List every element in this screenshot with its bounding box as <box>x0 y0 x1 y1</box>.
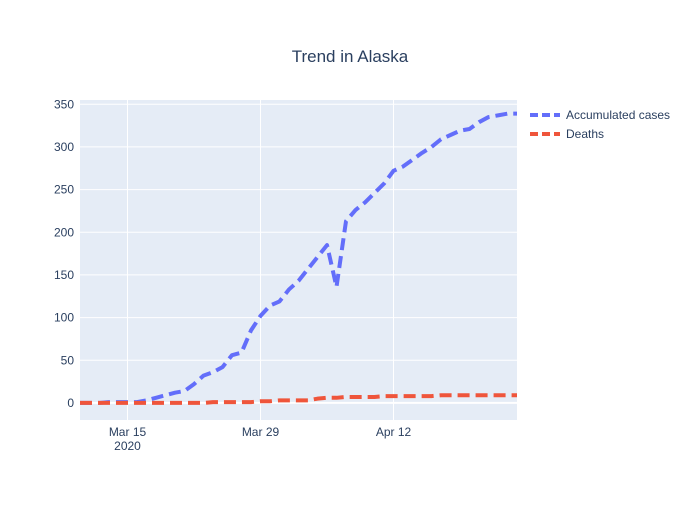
x-tick-year-label: 2020 <box>114 439 141 453</box>
y-tick-label: 250 <box>54 183 74 197</box>
y-tick-label: 300 <box>54 140 74 154</box>
x-tick-label: Mar 15 <box>109 425 147 439</box>
legend[interactable]: Accumulated cases Deaths <box>530 108 670 141</box>
chart-title: Trend in Alaska <box>292 47 409 66</box>
legend-label: Deaths <box>566 127 604 141</box>
x-tick-label: Apr 12 <box>376 425 412 439</box>
legend-item-deaths[interactable]: Deaths <box>530 127 604 141</box>
series-layer <box>80 111 517 405</box>
y-tick-label: 100 <box>54 311 74 325</box>
x-gridlines <box>127 100 394 420</box>
y-tick-label: 0 <box>67 396 74 410</box>
y-tick-label: 200 <box>54 225 74 239</box>
y-axis-tick-labels: 0 50 100 150 200 250 300 350 <box>54 97 74 410</box>
legend-item-accumulated-cases[interactable]: Accumulated cases <box>530 108 670 122</box>
y-tick-label: 150 <box>54 268 74 282</box>
x-tick-label: Mar 29 <box>242 425 280 439</box>
legend-label: Accumulated cases <box>566 108 670 122</box>
series-line-accumulated-cases[interactable] <box>80 111 517 405</box>
y-tick-label: 50 <box>61 353 75 367</box>
y-gridlines <box>80 103 517 404</box>
series-line-deaths[interactable] <box>80 393 517 405</box>
plot-area <box>80 100 517 420</box>
y-tick-label: 350 <box>54 97 74 111</box>
